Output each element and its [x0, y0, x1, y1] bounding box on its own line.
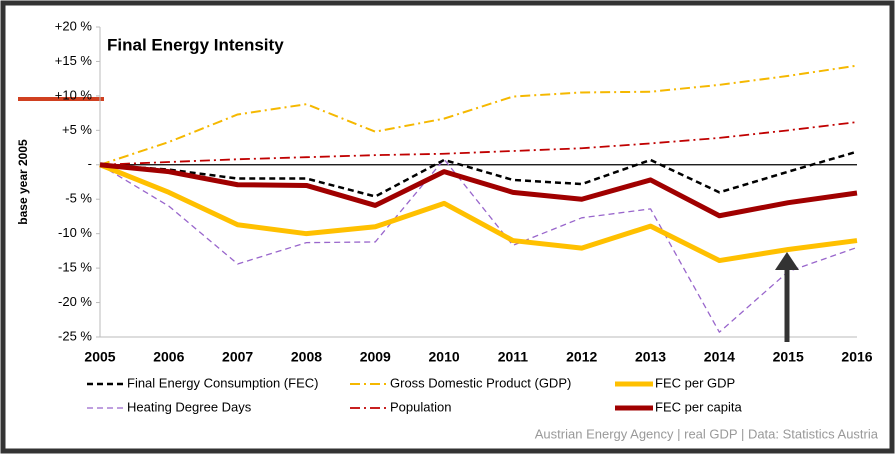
series-line — [99, 162, 858, 219]
arrow-head — [775, 252, 799, 270]
legend-label: Heating Degree Days — [127, 399, 252, 414]
y-tick-label: +15 % — [55, 53, 93, 68]
y-tick-label: - — [88, 156, 92, 171]
x-tick-label: 2007 — [222, 349, 253, 365]
legend-label: FEC per capita — [655, 399, 742, 414]
series-line — [99, 162, 858, 264]
x-tick-label: 2010 — [429, 349, 460, 365]
series-line — [99, 158, 858, 333]
y-tick-label: +10 % — [55, 87, 93, 102]
x-tick-label: 2014 — [704, 349, 735, 365]
x-tick-label: 2016 — [841, 349, 872, 365]
y-tick-label: -5 % — [65, 191, 92, 206]
y-tick-label: -20 % — [58, 294, 92, 309]
legend-label: FEC per GDP — [655, 375, 735, 390]
legend-label: Gross Domestic Product (GDP) — [390, 375, 571, 390]
legend-label: Final Energy Consumption (FEC) — [127, 375, 318, 390]
x-tick-label: 2015 — [773, 349, 804, 365]
y-tick-label: +5 % — [62, 122, 92, 137]
chart-title: Final Energy Intensity — [107, 35, 284, 54]
y-tick-label: -15 % — [58, 260, 92, 275]
series-line — [99, 121, 858, 166]
x-tick-label: 2006 — [153, 349, 184, 365]
x-tick-label: 2005 — [84, 349, 115, 365]
series-line — [99, 150, 858, 198]
y-tick-label: -10 % — [58, 225, 92, 240]
y-axis-label: base year 2005 — [16, 139, 30, 225]
y-tick-label: +20 % — [55, 18, 93, 33]
x-tick-label: 2008 — [291, 349, 322, 365]
x-tick-label: 2013 — [635, 349, 666, 365]
x-tick-label: 2009 — [360, 349, 391, 365]
x-tick-label: 2011 — [498, 349, 529, 365]
y-tick-label: -25 % — [58, 328, 92, 343]
legend-label: Population — [390, 399, 451, 414]
source: Austrian Energy Agency | real GDP | Data… — [535, 426, 879, 441]
x-tick-label: 2012 — [566, 349, 597, 365]
series-line — [99, 64, 858, 166]
